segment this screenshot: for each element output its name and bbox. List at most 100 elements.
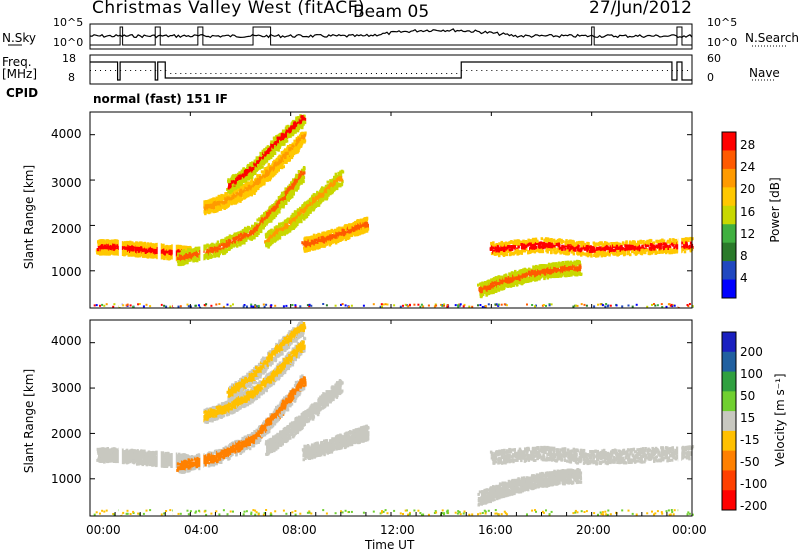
nave-dot <box>290 73 292 74</box>
range-gate-cell <box>251 173 255 176</box>
range-gate-cell <box>206 209 209 213</box>
range-gate-cell <box>205 250 209 254</box>
time-tick: 00:00 <box>672 523 707 537</box>
nave-dot <box>481 70 483 71</box>
range-gate-cell <box>286 229 290 233</box>
range-gate-cell <box>106 252 109 256</box>
range-gate-cell <box>354 223 357 227</box>
range-gate-cell <box>235 194 238 198</box>
range-gate-cell <box>280 191 284 195</box>
range-gate-cell <box>344 228 348 232</box>
range-gate-cell <box>272 145 275 149</box>
nave-dot <box>511 70 513 71</box>
nave-dot <box>385 73 387 74</box>
range-gate-cell <box>244 173 248 177</box>
range-gate-cell <box>112 249 116 253</box>
range-gate-cell <box>165 255 168 259</box>
range-gate-cell <box>101 245 105 249</box>
range-gate-cell <box>294 140 297 144</box>
range-gate-cell <box>351 226 354 230</box>
range-gate-cell <box>288 226 292 230</box>
range-gate-cell <box>295 147 298 151</box>
nave-dot <box>526 70 528 71</box>
range-gate-cell <box>168 255 171 258</box>
range-gate-cell <box>108 247 111 251</box>
range-gate-cell <box>265 235 268 239</box>
range-gate-cell <box>236 235 239 239</box>
range-gate-cell <box>261 214 264 218</box>
range-gate-cell <box>296 223 299 226</box>
range-gate-cell <box>262 220 265 224</box>
range-gate-cell <box>252 190 256 193</box>
range-gate-cell <box>190 250 194 254</box>
range-gate-cell <box>182 257 185 261</box>
range-gate-cell <box>270 151 273 155</box>
range-gate-cell <box>297 212 301 216</box>
freq-trace <box>90 61 692 81</box>
range-gate-cell <box>330 236 334 240</box>
nave-dot <box>501 70 503 71</box>
range-gate-cell <box>246 228 249 232</box>
range-gate-cell <box>152 252 155 256</box>
range-gate-cell <box>107 245 110 249</box>
nave-dot <box>95 70 97 71</box>
range-gate-cell <box>242 184 245 187</box>
range-gate-cell <box>213 249 216 253</box>
range-gate-cell <box>244 229 247 233</box>
range-gate-cell <box>210 246 214 250</box>
range-gate-cell <box>261 158 264 162</box>
range-gate-cell <box>115 251 119 255</box>
range-gate-cell <box>98 246 101 249</box>
range-gate-cell <box>116 244 119 248</box>
velocity-tick: -15 <box>740 433 760 447</box>
range-gate-cell <box>245 238 248 242</box>
range-gate-cell <box>275 135 278 138</box>
range-gate-cell <box>282 160 285 164</box>
nave-dot <box>355 73 357 74</box>
freq-tick-top: 18 <box>62 52 76 65</box>
range-gate-cell <box>244 191 247 195</box>
range-gate-cell <box>285 191 288 195</box>
range-gate-cell <box>135 252 138 256</box>
range-gate-cell <box>240 184 243 188</box>
range-gate-cell <box>274 141 277 145</box>
nave-dot <box>566 70 568 71</box>
range-gate-cell <box>210 200 213 204</box>
range-gate-cell <box>260 170 264 174</box>
range-gate-cell <box>358 223 361 227</box>
range-gate-cell <box>348 230 352 234</box>
range-gate-cell <box>322 235 325 239</box>
range-gate-cell <box>291 214 294 218</box>
range-gate-cell <box>270 205 273 209</box>
range-gate-cell <box>203 257 206 261</box>
range-gate-cell <box>292 219 296 222</box>
range-gate-cell <box>188 258 191 262</box>
range-gate-cell <box>366 225 369 229</box>
range-gate-cell <box>284 156 287 160</box>
range-gate-cell <box>309 240 312 244</box>
range-gate-cell <box>240 232 243 236</box>
range-gate-cell <box>222 246 225 250</box>
range-gate-cell <box>279 205 282 209</box>
range-gate-cell <box>303 171 306 175</box>
range-gate-cell <box>297 148 300 152</box>
range-gate-cell <box>134 254 138 258</box>
range-gate-cell <box>221 251 225 254</box>
range-gate-cell <box>209 255 212 259</box>
noise-trace <box>89 26 693 46</box>
range-gate-cell <box>140 248 143 252</box>
range-gate-cell <box>266 178 269 182</box>
range-gate-cell <box>268 213 271 217</box>
range-gate-cell <box>268 154 272 158</box>
range-gate-cell <box>297 175 301 179</box>
range-gate-cell <box>249 237 252 241</box>
range-gate-cell <box>273 162 277 166</box>
range-gate-cell <box>263 212 266 216</box>
range-gate-cell <box>357 219 360 223</box>
range-gate-cell <box>307 209 310 213</box>
range-gate-cell <box>234 174 237 178</box>
range-gate-cell <box>180 251 183 255</box>
range-gate-cell <box>295 218 299 222</box>
range-gate-cell <box>231 240 235 244</box>
range-gate-cell <box>257 180 260 184</box>
